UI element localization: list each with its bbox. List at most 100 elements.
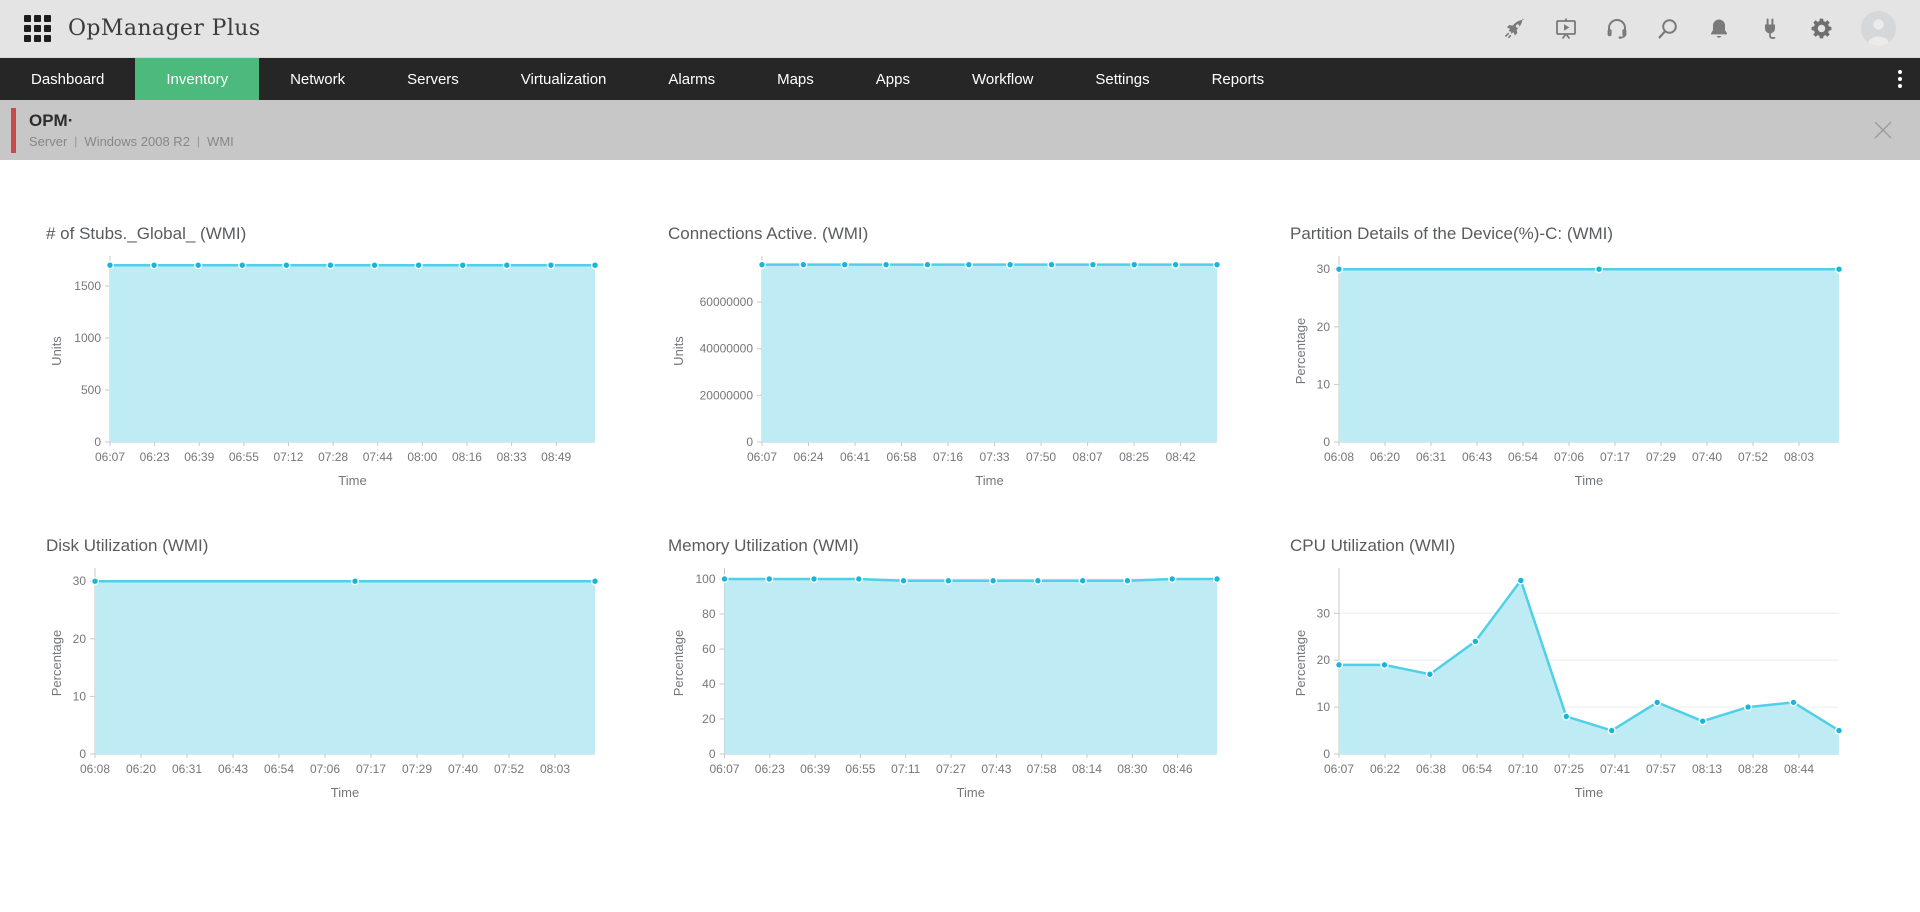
svg-text:0: 0 <box>79 747 86 761</box>
svg-text:08:49: 08:49 <box>541 450 571 464</box>
svg-text:80: 80 <box>702 607 716 621</box>
svg-text:06:31: 06:31 <box>172 762 202 776</box>
search-icon[interactable] <box>1656 17 1680 41</box>
svg-text:500: 500 <box>81 383 101 397</box>
chart-panel-disk: Disk Utilization (WMI) 0 10 20 30 06:08 06:20… <box>46 536 630 814</box>
svg-text:06:54: 06:54 <box>264 762 294 776</box>
svg-text:06:08: 06:08 <box>1324 450 1354 464</box>
svg-text:06:23: 06:23 <box>140 450 170 464</box>
svg-text:0: 0 <box>94 435 101 449</box>
svg-text:06:54: 06:54 <box>1508 450 1538 464</box>
tab-alarms[interactable]: Alarms <box>668 70 716 88</box>
svg-text:07:16: 07:16 <box>933 450 963 464</box>
tab-inventory[interactable]: Inventory <box>135 58 260 100</box>
app-grid-icon[interactable] <box>24 15 51 42</box>
svg-text:40000000: 40000000 <box>700 342 754 356</box>
svg-text:06:23: 06:23 <box>755 762 785 776</box>
svg-text:10: 10 <box>73 689 87 703</box>
svg-text:06:41: 06:41 <box>840 450 870 464</box>
svg-text:08:00: 08:00 <box>407 450 437 464</box>
chart-canvas: 0 10 20 30 06:08 06:20 06:31 06:43 06:54 07:06 07:… <box>46 562 630 814</box>
tab-maps[interactable]: Maps <box>777 70 814 88</box>
svg-text:06:55: 06:55 <box>229 450 259 464</box>
svg-text:07:52: 07:52 <box>494 762 524 776</box>
avatar[interactable] <box>1861 11 1896 46</box>
chart-title: Partition Details of the Device(%)-C: (W… <box>1290 224 1614 243</box>
chart-title: Disk Utilization (WMI) <box>46 536 209 555</box>
chart-svg: 0 500 1000 1500 06:07 06:23 06:39 06:55 07:12 07:… <box>49 256 600 488</box>
chart-title: Memory Utilization (WMI) <box>668 536 859 555</box>
svg-text:08:25: 08:25 <box>1119 450 1149 464</box>
svg-text:06:20: 06:20 <box>1370 450 1400 464</box>
chart-panel-partition: Partition Details of the Device(%)-C: (W… <box>1290 224 1874 502</box>
close-icon[interactable] <box>1860 100 1906 160</box>
device-breadcrumb: Server | Windows 2008 R2 | WMI <box>29 134 234 149</box>
svg-text:07:06: 07:06 <box>310 762 340 776</box>
svg-text:10: 10 <box>1317 700 1331 714</box>
tab-virtualization[interactable]: Virtualization <box>520 70 607 88</box>
svg-text:08:30: 08:30 <box>1117 762 1147 776</box>
svg-text:07:17: 07:17 <box>1600 450 1630 464</box>
svg-text:08:03: 08:03 <box>540 762 570 776</box>
svg-text:0: 0 <box>1323 435 1330 449</box>
svg-text:06:38: 06:38 <box>1416 762 1446 776</box>
svg-text:1000: 1000 <box>74 331 101 345</box>
presentation-icon[interactable] <box>1554 17 1578 41</box>
svg-text:06:24: 06:24 <box>793 450 823 464</box>
svg-text:06:31: 06:31 <box>1416 450 1446 464</box>
svg-text:60000000: 60000000 <box>700 295 754 309</box>
svg-text:Percentage: Percentage <box>1293 630 1308 697</box>
svg-text:0: 0 <box>709 747 716 761</box>
breadcrumb-category: Server <box>29 133 68 149</box>
svg-text:07:28: 07:28 <box>318 450 348 464</box>
svg-text:07:17: 07:17 <box>356 762 386 776</box>
chart-canvas: 0 20 40 60 80 100 06:07 06:23 06:39 06:55 07:11 07:… <box>668 562 1252 814</box>
gear-icon[interactable] <box>1809 16 1834 41</box>
tab-apps[interactable]: Apps <box>875 70 910 88</box>
svg-text:08:07: 08:07 <box>1073 450 1103 464</box>
chart-svg: 0 20 40 60 80 100 06:07 06:23 06:39 06:55 07:11 07:… <box>671 568 1222 800</box>
bell-icon[interactable] <box>1707 17 1731 41</box>
svg-text:30: 30 <box>1317 606 1331 620</box>
svg-text:06:39: 06:39 <box>800 762 830 776</box>
svg-text:07:40: 07:40 <box>1692 450 1722 464</box>
headset-icon[interactable] <box>1605 17 1629 41</box>
svg-text:07:06: 07:06 <box>1554 450 1584 464</box>
svg-text:07:29: 07:29 <box>1646 450 1676 464</box>
tab-reports[interactable]: Reports <box>1211 70 1265 88</box>
rocket-icon[interactable] <box>1503 17 1527 41</box>
svg-text:07:58: 07:58 <box>1027 762 1057 776</box>
app-header: OpManager Plus <box>0 0 1920 58</box>
chart-svg: 0 10 20 30 06:08 06:20 06:31 06:43 06:54 07:06 07:… <box>49 568 600 800</box>
chart-title: CPU Utilization (WMI) <box>1290 536 1456 555</box>
svg-text:07:10: 07:10 <box>1508 762 1538 776</box>
svg-text:Percentage: Percentage <box>1293 318 1308 385</box>
breadcrumb-os: Windows 2008 R2 <box>84 133 190 149</box>
svg-text:Units: Units <box>49 336 64 366</box>
svg-text:40: 40 <box>702 677 716 691</box>
svg-text:30: 30 <box>1317 262 1331 276</box>
tab-dashboard[interactable]: Dashboard <box>31 70 105 88</box>
svg-text:100: 100 <box>695 572 715 586</box>
chart-svg: 0 10 20 30 06:08 06:20 06:31 06:43 06:54 07:06 07:… <box>1293 256 1844 488</box>
svg-text:Time: Time <box>1575 785 1603 800</box>
svg-text:07:44: 07:44 <box>363 450 393 464</box>
device-info: OPM· Server | Windows 2008 R2 | WMI <box>29 111 234 149</box>
device-name: OPM· <box>29 111 74 131</box>
svg-text:Time: Time <box>338 473 366 488</box>
tab-network[interactable]: Network <box>290 70 346 88</box>
svg-text:08:28: 08:28 <box>1738 762 1768 776</box>
svg-text:06:43: 06:43 <box>218 762 248 776</box>
chart-svg: 0 10 20 30 06:07 06:22 06:38 06:54 07:10 07:25 07:… <box>1293 568 1844 800</box>
plug-icon[interactable] <box>1758 17 1782 41</box>
svg-text:Time: Time <box>331 785 359 800</box>
tab-servers[interactable]: Servers <box>407 70 459 88</box>
svg-text:08:13: 08:13 <box>1692 762 1722 776</box>
chart-panel-memory: Memory Utilization (WMI) 0 20 40 60 80 100 06:… <box>668 536 1252 814</box>
kebab-menu-icon[interactable] <box>1892 58 1908 100</box>
svg-text:10: 10 <box>1317 377 1331 391</box>
tab-workflow[interactable]: Workflow <box>971 70 1034 88</box>
svg-text:20: 20 <box>73 632 87 646</box>
svg-text:08:33: 08:33 <box>497 450 527 464</box>
tab-settings[interactable]: Settings <box>1095 70 1150 88</box>
